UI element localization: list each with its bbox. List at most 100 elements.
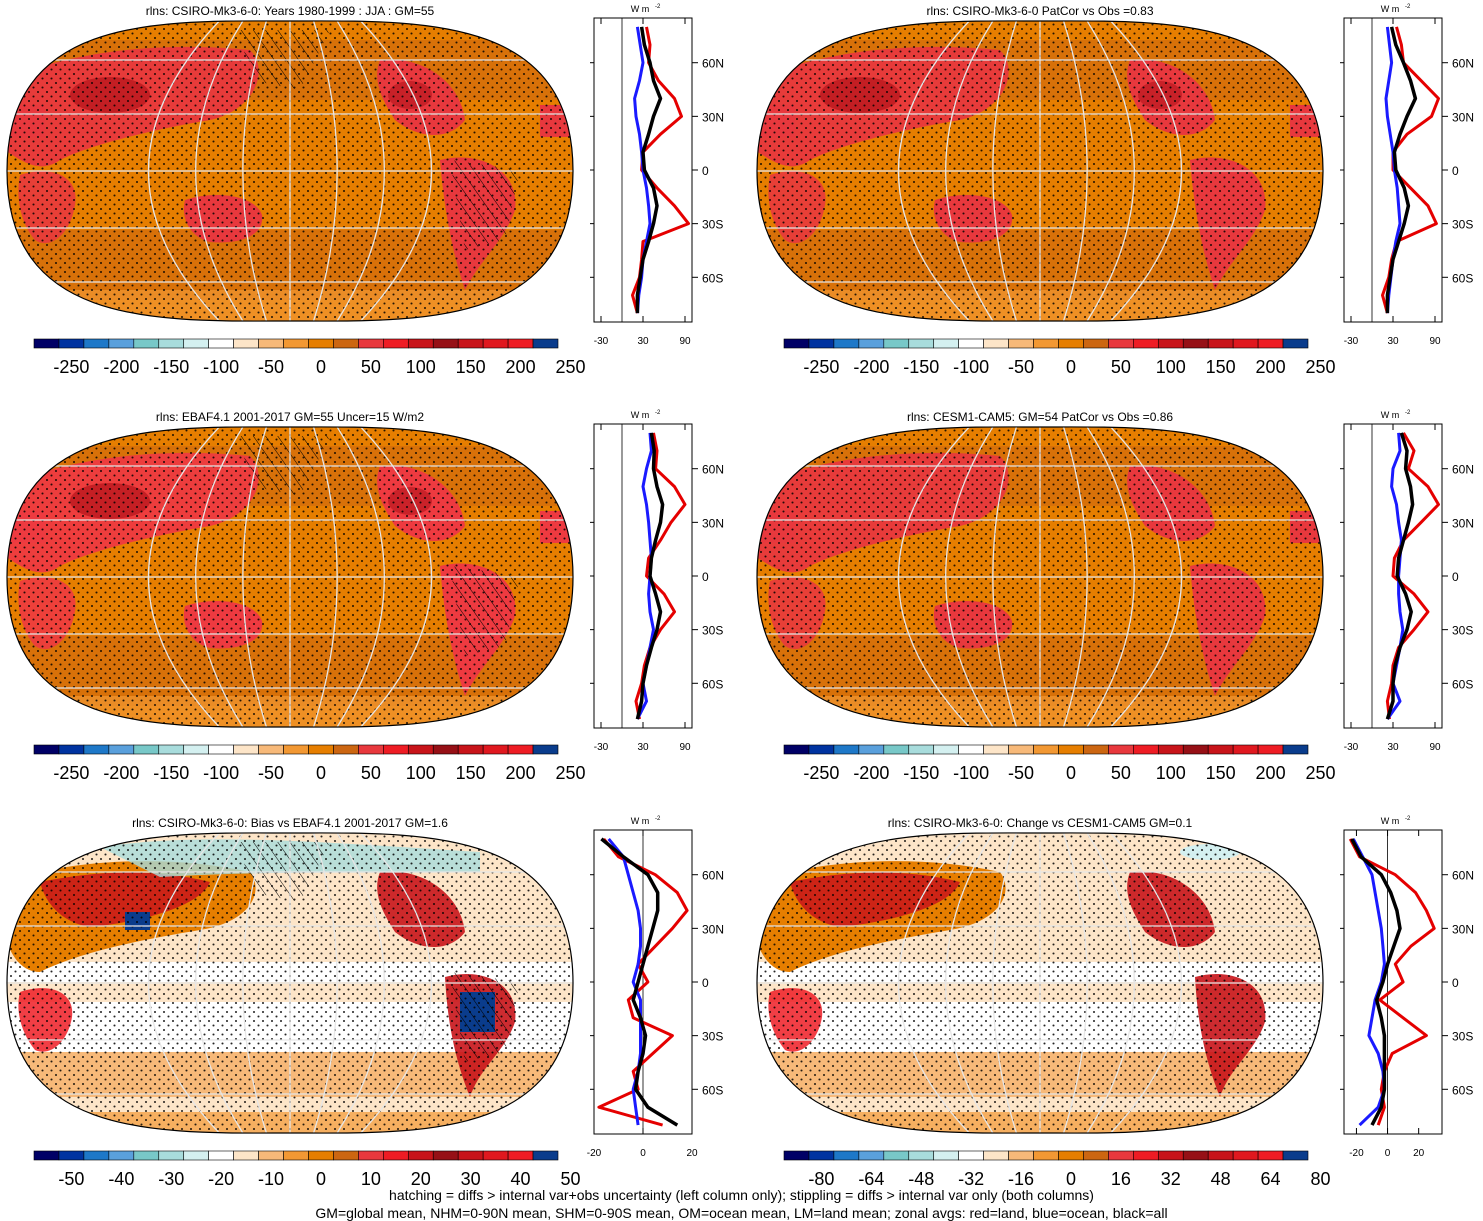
colorbar-tick-label: -200 bbox=[853, 357, 889, 377]
colorbar-swatch bbox=[1133, 744, 1159, 755]
colorbar-tick-label: -50 bbox=[258, 357, 284, 377]
panel-title: rlns: CSIRO-Mk3-6-0: Bias vs EBAF4.1 200… bbox=[132, 816, 448, 830]
zonal-lat-label: 0 bbox=[702, 976, 709, 990]
colorbar-tick-label: -64 bbox=[858, 1169, 884, 1189]
zonal-units-exponent: -2 bbox=[655, 816, 661, 822]
zonal-units: W m bbox=[631, 816, 650, 826]
colorbar-tick-label: 150 bbox=[1206, 763, 1236, 783]
zonal-units-exponent: -2 bbox=[655, 410, 661, 416]
colorbar-tick-label: -250 bbox=[803, 357, 839, 377]
colorbar-tick-label: 20 bbox=[411, 1169, 431, 1189]
colorbar-swatch bbox=[233, 338, 259, 349]
zonal-units-exponent: -2 bbox=[1405, 410, 1411, 416]
colorbar-swatch bbox=[1008, 744, 1034, 755]
colorbar-swatch bbox=[1207, 338, 1234, 349]
colorbar-tick-label: -100 bbox=[203, 357, 239, 377]
colorbar-swatch bbox=[308, 1150, 334, 1161]
zonal-lat-label: 60S bbox=[1452, 1083, 1473, 1097]
colorbar-swatch bbox=[108, 338, 135, 349]
colorbar-tick-label: 80 bbox=[1310, 1169, 1330, 1189]
colorbar-swatch bbox=[833, 744, 860, 755]
colorbar-tick-label: -250 bbox=[53, 357, 89, 377]
colorbar-swatch bbox=[1157, 1150, 1184, 1161]
colorbar-swatch bbox=[808, 1150, 835, 1161]
zonal-lat-label: 60N bbox=[1452, 57, 1474, 71]
panel-title: rlns: CSIRO-Mk3-6-0 PatCor vs Obs =0.83 bbox=[926, 4, 1153, 18]
colorbar-swatch bbox=[208, 1150, 234, 1161]
colorbar-swatch bbox=[208, 338, 234, 349]
zonal-lat-label: 60S bbox=[702, 1083, 723, 1097]
zonal-lat-label: 0 bbox=[1452, 976, 1459, 990]
colorbar-swatch bbox=[858, 338, 885, 349]
colorbar-tick-label: -40 bbox=[108, 1169, 134, 1189]
zonal-units-exponent: -2 bbox=[655, 4, 661, 10]
zonal-lat-label: 30N bbox=[1452, 516, 1474, 530]
colorbar-swatch bbox=[883, 338, 910, 349]
colorbar-swatch bbox=[1133, 338, 1159, 349]
colorbar-swatch bbox=[33, 1150, 60, 1161]
colorbar-tick-label: 150 bbox=[456, 357, 486, 377]
colorbar-swatch bbox=[1257, 744, 1284, 755]
colorbar-swatch bbox=[1033, 1150, 1059, 1161]
colorbar-swatch bbox=[83, 744, 110, 755]
zonal-lat-label: 0 bbox=[702, 164, 709, 178]
colorbar-swatch bbox=[108, 744, 135, 755]
zonal-xtick-label: 90 bbox=[1429, 336, 1441, 347]
colorbar-swatch bbox=[108, 1150, 135, 1161]
colorbar-swatch bbox=[833, 338, 860, 349]
colorbar-swatch bbox=[983, 1150, 1009, 1161]
colorbar-swatch bbox=[283, 1150, 309, 1161]
colorbar-swatch bbox=[933, 338, 959, 349]
zonal-lat-label: 30S bbox=[702, 1030, 723, 1044]
colorbar-swatch bbox=[507, 744, 534, 755]
colorbar-swatch bbox=[233, 744, 259, 755]
colorbar-swatch bbox=[283, 338, 309, 349]
colorbar-swatch bbox=[407, 744, 434, 755]
colorbar-swatch bbox=[83, 1150, 110, 1161]
colorbar-tick-label: 50 bbox=[361, 357, 381, 377]
colorbar-tick-label: -100 bbox=[203, 763, 239, 783]
colorbar-swatch bbox=[407, 338, 434, 349]
colorbar-swatch bbox=[208, 744, 234, 755]
zonal-line-land bbox=[597, 837, 689, 1127]
colorbar-swatch bbox=[58, 744, 85, 755]
colorbar-tick-label: 0 bbox=[316, 357, 326, 377]
colorbar-tick-label: 100 bbox=[406, 357, 436, 377]
colorbar-swatch bbox=[983, 338, 1009, 349]
zonal-xtick-label: -20 bbox=[1349, 1148, 1364, 1159]
colorbar-swatch bbox=[1232, 1150, 1259, 1161]
colorbar-swatch bbox=[482, 1150, 509, 1161]
colorbar-swatch bbox=[983, 744, 1009, 755]
zonal-line-all bbox=[1385, 26, 1418, 314]
colorbar-swatch bbox=[33, 338, 60, 349]
panel-title: rlns: CESM1-CAM5: GM=54 PatCor vs Obs =0… bbox=[907, 410, 1173, 424]
zonal-units: W m bbox=[631, 410, 650, 420]
colorbar-swatch bbox=[908, 338, 935, 349]
zonal-lat-label: 60N bbox=[1452, 869, 1474, 883]
colorbar-swatch bbox=[383, 1150, 409, 1161]
colorbar-tick-label: 0 bbox=[316, 763, 326, 783]
zonal-line-land bbox=[1385, 432, 1440, 720]
colorbar-swatch bbox=[258, 1150, 284, 1161]
colorbar-swatch bbox=[407, 1150, 434, 1161]
zonal-lat-label: 30S bbox=[702, 218, 723, 232]
colorbar-swatch bbox=[908, 1150, 935, 1161]
colorbar-swatch bbox=[133, 338, 160, 349]
colorbar-swatch bbox=[507, 338, 534, 349]
colorbar-tick-label: 200 bbox=[1256, 357, 1286, 377]
map bbox=[7, 426, 573, 728]
colorbar-swatch bbox=[333, 744, 359, 755]
colorbar-swatch bbox=[1108, 338, 1134, 349]
colorbar-tick-label: 250 bbox=[1305, 763, 1335, 783]
colorbar-swatch bbox=[958, 744, 984, 755]
colorbar-swatch bbox=[1282, 744, 1309, 755]
colorbar-swatch bbox=[1108, 744, 1134, 755]
colorbar-swatch bbox=[1232, 338, 1259, 349]
zonal-xtick-label: 0 bbox=[1385, 1148, 1391, 1159]
zonal-lat-label: 30N bbox=[1452, 110, 1474, 124]
colorbar-swatch bbox=[1207, 744, 1234, 755]
colorbar-swatch bbox=[1108, 1150, 1134, 1161]
colorbar-swatch bbox=[1033, 744, 1059, 755]
colorbar-swatch bbox=[457, 744, 484, 755]
colorbar-swatch bbox=[1232, 744, 1259, 755]
